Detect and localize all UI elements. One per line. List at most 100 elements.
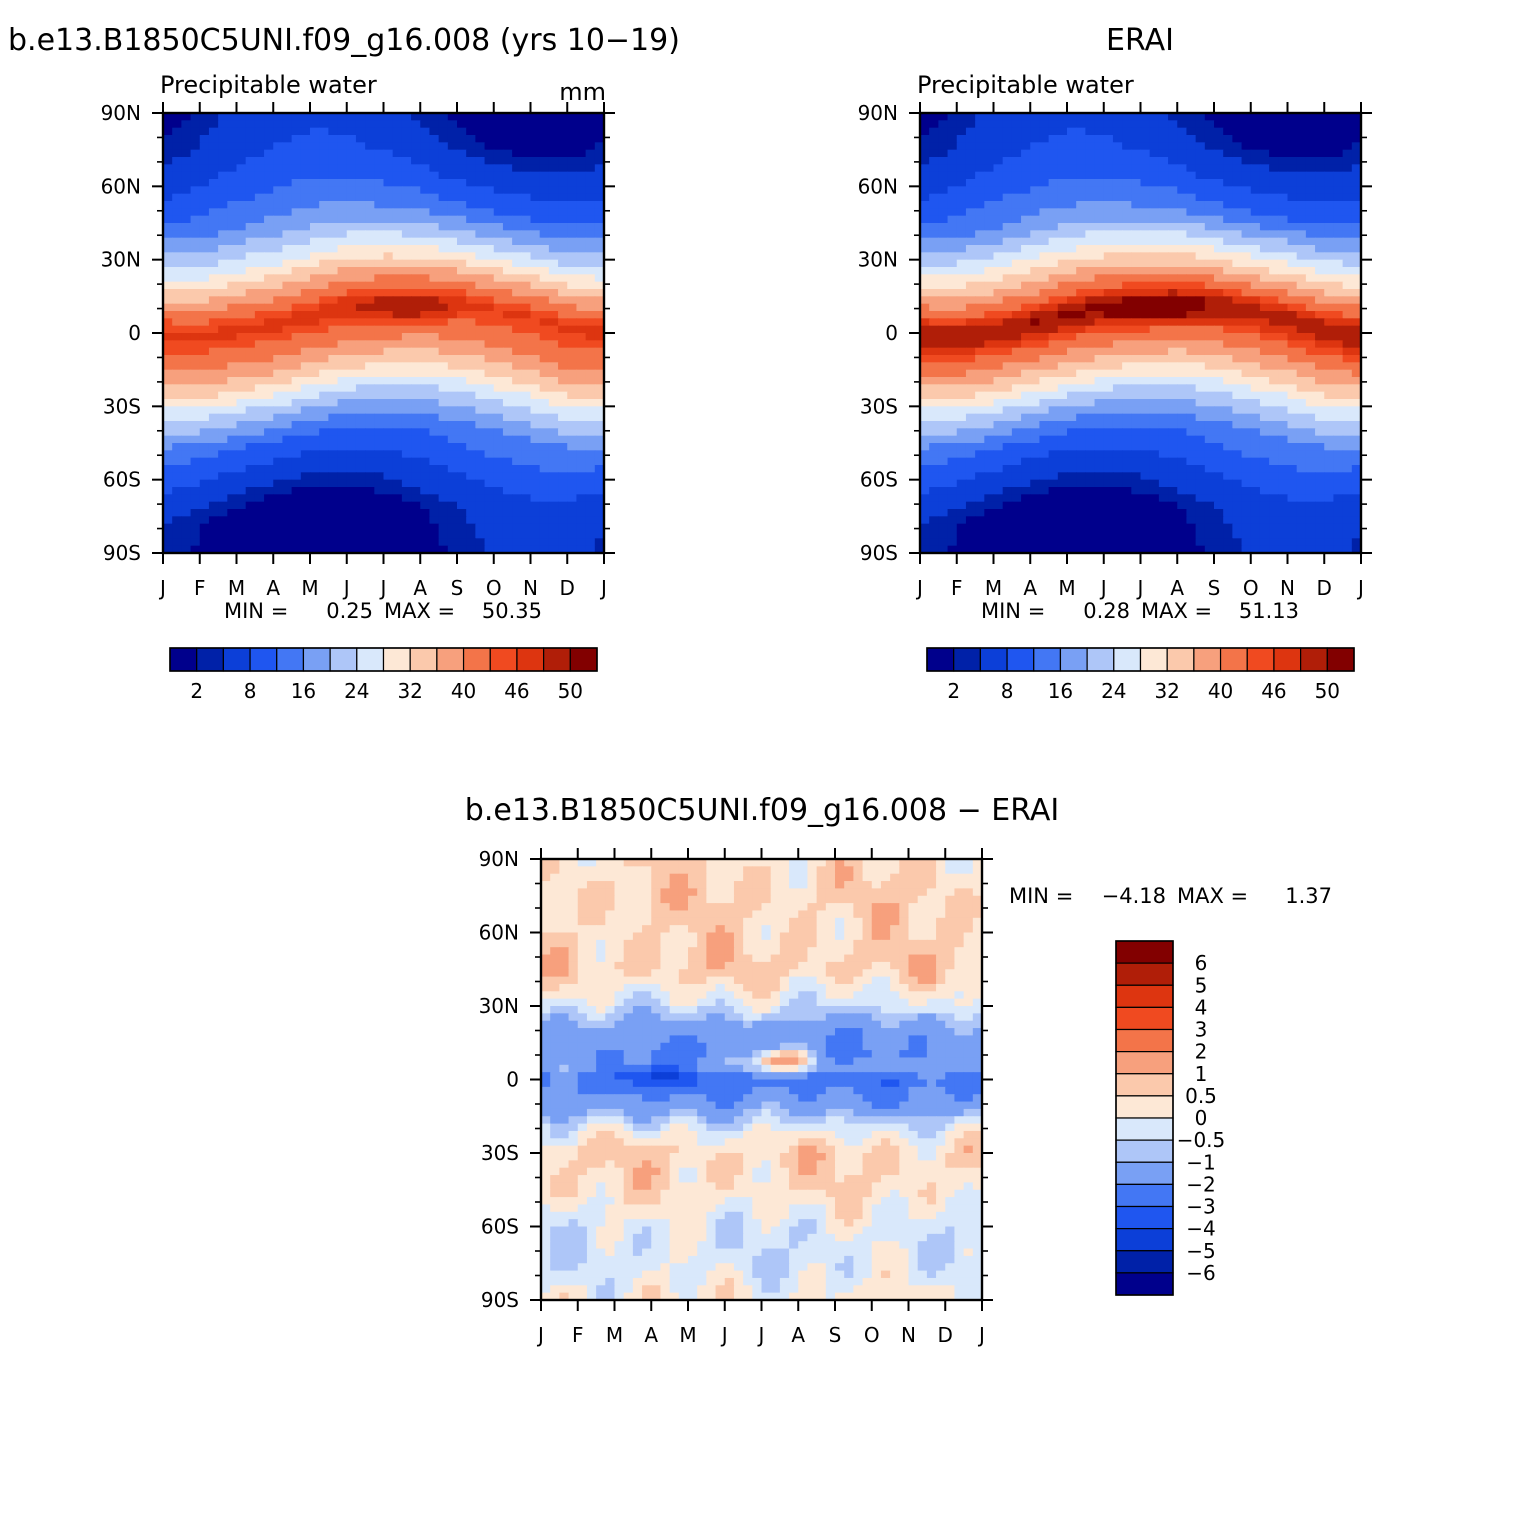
model-field-cell xyxy=(172,127,182,136)
obs-field-cell xyxy=(1094,127,1105,136)
obs-field-cell xyxy=(1112,340,1123,349)
model-field-cell xyxy=(530,252,541,261)
obs-field-cell xyxy=(1085,164,1096,173)
model-field-cell xyxy=(558,435,568,444)
obs-field-cell xyxy=(1232,164,1243,173)
obs-field-cell xyxy=(993,413,1004,422)
obs-field-cell xyxy=(1076,164,1086,173)
obs-field-cell xyxy=(1122,399,1132,407)
obs-field-cell xyxy=(1186,208,1197,217)
model-field-cell xyxy=(558,443,568,451)
obs-field-cell xyxy=(1149,267,1160,275)
model-field-cell xyxy=(585,362,596,371)
model-field-cell xyxy=(282,179,293,187)
model-field-cell xyxy=(420,245,431,253)
obs-field-cell xyxy=(1278,142,1289,151)
model-field-cell xyxy=(208,135,219,143)
obs-field-cell xyxy=(1296,179,1307,187)
obs-field-cell xyxy=(1223,149,1233,158)
model-field-cell xyxy=(181,406,192,415)
model-field-cell xyxy=(227,421,238,429)
model-field-cell xyxy=(273,443,284,451)
obs-field-cell xyxy=(1305,333,1316,341)
model-field-cell xyxy=(420,523,431,532)
obs-field-cell xyxy=(1351,333,1362,341)
obs-field-cell xyxy=(1269,362,1279,371)
model-field-cell xyxy=(429,164,440,173)
obs-field-cell xyxy=(1259,325,1270,334)
model-field-cell xyxy=(199,340,210,349)
model-field-cell xyxy=(567,355,578,363)
model-field-cell xyxy=(337,171,348,180)
obs-field-cell xyxy=(1112,171,1123,180)
obs-field-cell xyxy=(1186,399,1197,407)
obs-field-cell xyxy=(1103,369,1114,378)
model-field-cell xyxy=(273,157,284,165)
model-field-cell xyxy=(411,443,421,451)
model-field-cell xyxy=(594,303,605,312)
obs-field-cell xyxy=(984,127,995,136)
model-field-cell xyxy=(282,487,293,495)
model-field-cell xyxy=(447,457,458,466)
obs-field-cell xyxy=(1315,274,1325,283)
model-field-cell xyxy=(392,142,403,151)
model-field-cell xyxy=(420,142,431,151)
obs-field-cell xyxy=(1011,245,1022,253)
obs-field-cell xyxy=(1315,355,1325,363)
model-field-cell xyxy=(576,516,587,525)
obs-field-cell xyxy=(1333,362,1344,371)
model-field-cell xyxy=(190,443,201,451)
obs-field-cell xyxy=(1131,333,1142,341)
model-field-cell xyxy=(236,281,247,290)
model-field-cell xyxy=(539,171,550,180)
model-field-cell xyxy=(438,186,449,195)
model-field-cell xyxy=(319,377,329,385)
model-field-cell xyxy=(273,237,284,246)
obs-field-cell xyxy=(1186,369,1197,378)
model-field-cell xyxy=(208,413,219,422)
model-field-cell xyxy=(429,135,440,143)
model-field-cell xyxy=(273,391,284,400)
model-field-cell xyxy=(392,399,403,407)
obs-field-cell xyxy=(1305,201,1316,209)
obs-field-cell xyxy=(1103,362,1114,371)
model-field-cell xyxy=(365,523,375,532)
obs-field-cell xyxy=(1186,245,1197,253)
model-field-cell xyxy=(401,135,412,143)
model-field-cell xyxy=(300,179,311,187)
model-field-cell xyxy=(208,501,219,510)
obs-field-cell xyxy=(1259,245,1270,253)
model-field-cell xyxy=(199,186,210,195)
model-field-cell xyxy=(218,545,228,554)
model-field-cell xyxy=(484,237,495,246)
model-field-cell xyxy=(392,120,403,129)
model-field-cell xyxy=(264,208,274,217)
model-field-cell xyxy=(337,435,348,444)
obs-field-cell xyxy=(1140,311,1151,319)
obs-field-cell xyxy=(965,347,976,356)
model-field-cell xyxy=(365,186,375,195)
obs-field-cell xyxy=(1177,201,1188,209)
obs-field-cell xyxy=(1333,267,1344,275)
obs-field-cell xyxy=(1324,362,1335,371)
obs-field-cell xyxy=(1214,347,1224,356)
model-field-cell xyxy=(227,259,238,268)
obs-field-cell xyxy=(929,237,939,246)
obs-field-cell xyxy=(1002,142,1013,151)
obs-field-cell xyxy=(1131,245,1142,253)
model-field-cell xyxy=(512,369,522,378)
model-field-cell xyxy=(245,303,256,312)
obs-field-cell xyxy=(1259,171,1270,180)
obs-field-cell xyxy=(1140,391,1151,400)
model-colorbar-swatch xyxy=(196,647,224,672)
model-field-cell xyxy=(319,428,329,437)
model-field-cell xyxy=(273,355,284,363)
obs-field-cell xyxy=(1067,274,1077,283)
model-field-cell xyxy=(585,281,596,290)
obs-field-cell xyxy=(1351,274,1362,283)
model-field-cell xyxy=(530,120,541,129)
obs-field-cell xyxy=(993,259,1004,268)
model-field-cell xyxy=(328,399,339,407)
obs-field-cell xyxy=(1112,384,1123,393)
obs-field-cell xyxy=(1048,267,1059,275)
